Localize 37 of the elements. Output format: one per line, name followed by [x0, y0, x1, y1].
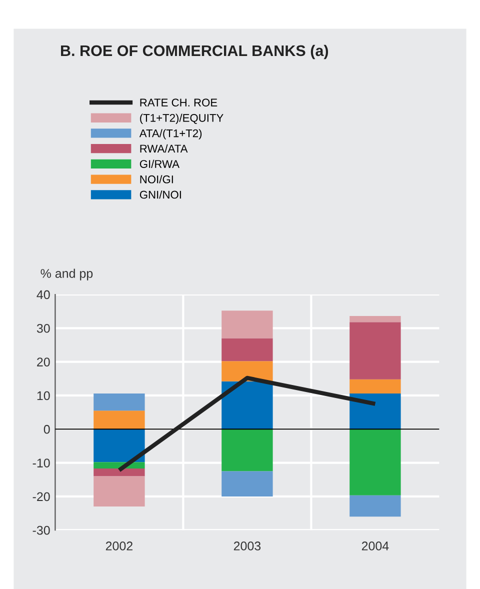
bar [222, 429, 273, 472]
legend-label: GI/RWA [140, 160, 180, 168]
y-tick-label: -30 [32, 526, 50, 535]
y-tick-label: 20 [37, 358, 50, 366]
bar [94, 410, 145, 430]
bar [222, 338, 273, 362]
y-tick-label: 10 [37, 391, 50, 400]
y-tick-label: 30 [36, 324, 50, 333]
y-axis-title: % and pp [40, 268, 93, 280]
legend-label: RATE CH. ROE [140, 98, 218, 107]
y-tick-label: -10 [32, 458, 50, 468]
bar [94, 476, 145, 507]
bar [350, 495, 401, 517]
bar [222, 310, 273, 338]
bar [222, 471, 273, 496]
x-tick-label: 2002 [106, 542, 132, 550]
bar [222, 381, 273, 430]
bar [94, 468, 145, 476]
legend-label: RWA/ATA [140, 144, 188, 153]
bar [222, 361, 273, 382]
y-tick-label: -20 [32, 492, 50, 502]
bar [350, 429, 401, 496]
legend-label: (T1+T2)/EQUITY [140, 114, 224, 124]
bar [350, 322, 401, 380]
y-tick-label: 40 [36, 290, 50, 300]
x-tick-label: 2004 [362, 542, 389, 550]
legend-label: ATA/(T1+T2) [139, 129, 202, 140]
bar [350, 316, 401, 322]
legend-label: NOI/GI [140, 175, 173, 184]
chart-title: B. ROE OF COMMERCIAL BANKS (a) [61, 44, 328, 60]
bar [350, 393, 401, 430]
bar [94, 429, 145, 462]
bar [94, 393, 145, 411]
y-tick-label: 0 [44, 424, 50, 434]
bar [350, 379, 401, 394]
legend-label: GNI/NOI [140, 190, 181, 199]
x-tick-label: 2003 [234, 542, 261, 550]
